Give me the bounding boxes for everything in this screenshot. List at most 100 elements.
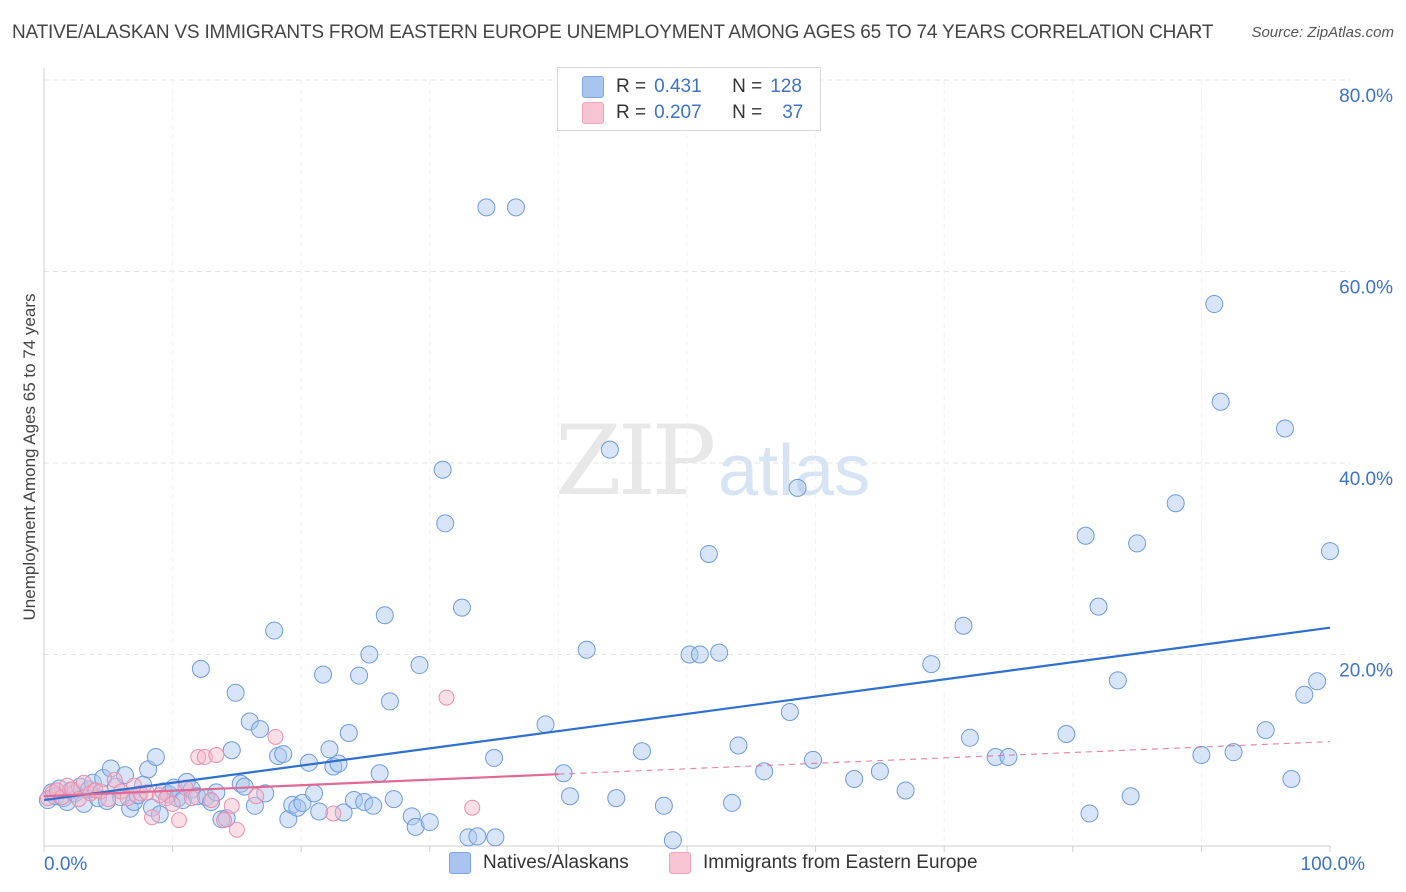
bottom-legend-swatch-natives [449,852,471,874]
point-natives [1282,769,1301,788]
point-natives [402,807,421,826]
point-natives [436,514,455,533]
legend-swatch-natives [582,76,604,98]
point-natives [433,460,452,479]
trendline-immigrants-extension [558,741,1331,775]
point-natives [999,747,1018,766]
point-natives [477,198,496,217]
point-immigrants [248,788,265,805]
point-natives [452,598,471,617]
point-natives [1128,534,1147,553]
point-natives [329,754,348,773]
y-tick-label: 20.0% [1339,661,1393,682]
legend-swatch-immigrants [582,102,604,124]
point-immigrants [267,728,284,745]
point-natives [729,736,748,755]
point-natives [1308,672,1327,691]
point-natives [314,665,333,684]
point-natives [240,712,259,731]
source-credit: Source: ZipAtlas.com [1251,24,1394,41]
point-natives [870,762,889,781]
point-natives [788,478,807,497]
point-natives [577,640,596,659]
point-natives [804,750,823,769]
point-natives [755,762,774,781]
point-immigrants [464,799,481,816]
point-natives [310,802,329,821]
point-natives [1275,419,1294,438]
point-natives [1108,671,1127,690]
legend-row-immigrants: R = 0.207 N = 37 [582,101,803,125]
y-tick-label: 80.0% [1339,86,1393,107]
point-natives [896,781,915,800]
point-natives [1089,597,1108,616]
point-natives [663,831,682,850]
point-natives [256,784,275,803]
point-immigrants [438,689,455,706]
bottom-legend-immigrants: Immigrants from Eastern Europe [669,852,978,874]
point-natives [350,666,369,685]
point-natives [384,790,403,809]
point-natives [191,659,210,678]
point-natives [1321,542,1339,561]
point-natives [468,827,487,846]
point-natives [364,796,383,815]
y-tick-label: 60.0% [1339,278,1393,299]
legend-n-label: N = [732,76,763,97]
point-natives [1121,787,1140,806]
point-natives [370,764,389,783]
point-natives [1080,804,1099,823]
legend-r-label: R = [616,102,647,123]
bottom-legend-swatch-immigrants [669,852,691,874]
point-immigrants [144,809,161,826]
x-tick-label: 0.0% [44,854,87,875]
point-natives [1192,746,1211,765]
legend-r-value: 0.207 [654,102,702,123]
point-natives [265,621,284,640]
point-immigrants [223,797,240,814]
point-natives [459,828,478,847]
y-tick-label: 40.0% [1339,469,1393,490]
point-natives [780,702,799,721]
point-natives [1224,743,1243,762]
point-natives [699,544,718,563]
legend-n-value: 37 [782,102,804,123]
point-natives [1076,526,1095,545]
point-natives [710,643,729,662]
watermark-atlas: atlas [718,431,871,511]
point-immigrants [190,748,207,765]
point-natives [723,793,742,812]
point-natives [680,645,699,664]
point-immigrants [183,790,200,807]
point-immigrants [228,821,245,838]
point-natives [632,742,651,761]
stats-legend: R = 0.431 N = 128 R = 0.207 N = 37 [557,67,821,131]
point-natives [143,798,162,817]
legend-row-natives: R = 0.431 N = 128 [582,75,802,99]
point-natives [600,440,619,459]
legend-n-label: N = [732,102,763,123]
point-natives [986,747,1005,766]
point-natives [536,715,555,734]
point-natives [922,655,941,674]
point-natives [1205,295,1224,314]
point-immigrants [325,805,342,822]
point-natives [146,747,165,766]
trendline-immigrants [43,773,559,798]
point-natives [355,792,374,811]
point-natives [486,828,505,847]
watermark-zip: ZIP [555,405,716,517]
point-natives [222,741,241,760]
point-natives [560,787,579,806]
bottom-legend-label-natives: Natives/Alaskans [483,852,629,873]
point-natives [690,645,709,664]
point-natives [506,198,525,217]
point-natives [485,748,504,767]
point-natives [380,692,399,711]
bottom-legend-label-immigrants: Immigrants from Eastern Europe [703,852,978,873]
point-natives [420,813,439,832]
point-immigrants [164,795,181,812]
point-natives [1057,724,1076,743]
point-natives [607,789,626,808]
